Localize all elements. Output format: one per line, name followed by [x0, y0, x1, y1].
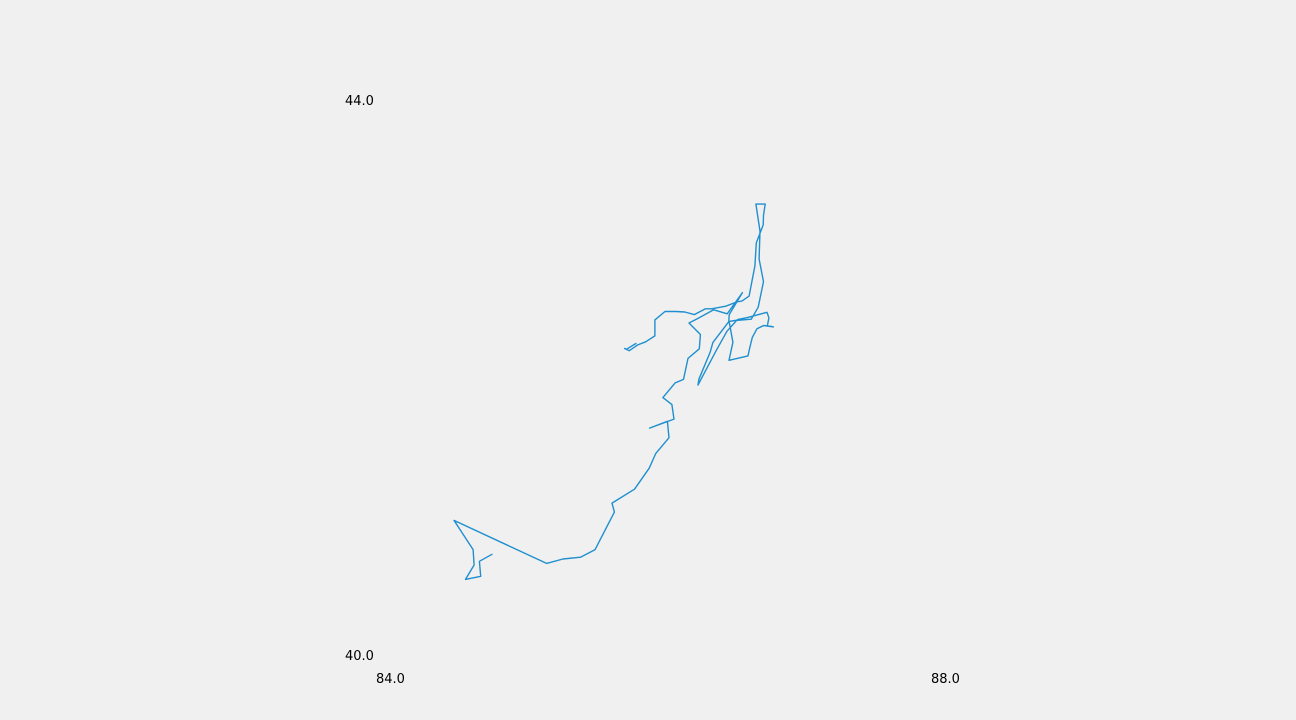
- y-tick-label-top: 44.0: [345, 94, 374, 109]
- x-tick-label-right: 88.0: [931, 672, 960, 687]
- x-tick-label-left: 84.0: [376, 672, 405, 687]
- y-tick-label-bottom: 40.0: [345, 649, 374, 664]
- series-line-0: [453, 203, 775, 581]
- series-layer: [453, 203, 775, 581]
